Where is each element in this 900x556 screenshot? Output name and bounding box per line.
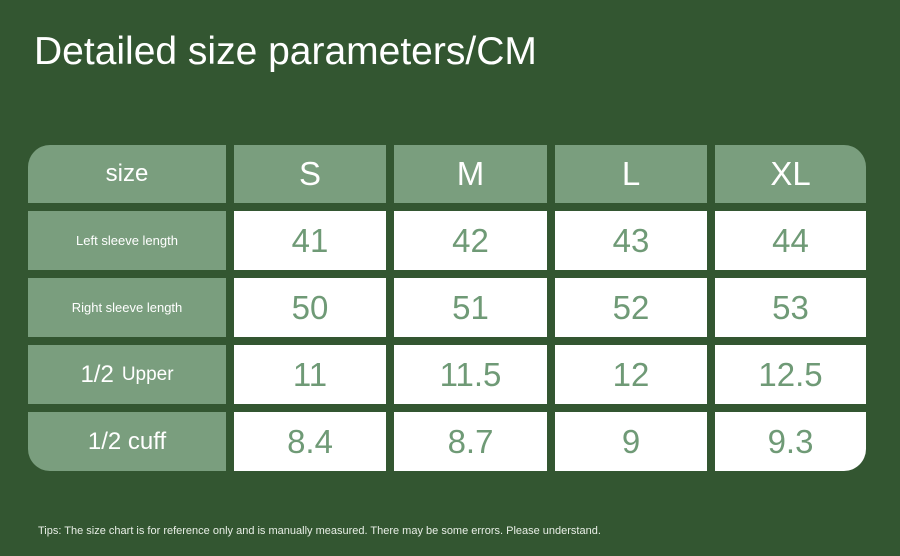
table-cell: 42 xyxy=(394,211,547,270)
table-cell: 11.5 xyxy=(394,345,547,404)
table-cell: 44 xyxy=(715,211,866,270)
header-size-s: S xyxy=(234,145,386,203)
table-cell: 53 xyxy=(715,278,866,337)
table-cell: 12.5 xyxy=(715,345,866,404)
table-cell: 12 xyxy=(555,345,707,404)
header-size-l: L xyxy=(555,145,707,203)
row-label-left-sleeve: Left sleeve length xyxy=(28,211,226,270)
table-cell: 8.4 xyxy=(234,412,386,471)
row-label-main: 1/2 xyxy=(80,360,114,388)
table-cell: 50 xyxy=(234,278,386,337)
table-cell: 11 xyxy=(234,345,386,404)
row-label-half-upper: 1/2 Upper xyxy=(28,345,226,404)
header-size-m: M xyxy=(394,145,547,203)
tips-note: Tips: The size chart is for reference on… xyxy=(38,525,601,537)
table-cell: 9.3 xyxy=(715,412,866,471)
page-title: Detailed size parameters/CM xyxy=(34,30,537,73)
row-label-right-sleeve: Right sleeve length xyxy=(28,278,226,337)
header-size-xl: XL xyxy=(715,145,866,203)
row-label-half-cuff: 1/2 cuff xyxy=(28,412,226,471)
table-cell: 41 xyxy=(234,211,386,270)
table-cell: 52 xyxy=(555,278,707,337)
table-cell: 9 xyxy=(555,412,707,471)
row-label-sub: Upper xyxy=(121,363,174,385)
size-table: size S M L XL Left sleeve length 41 42 4… xyxy=(28,145,866,471)
table-cell: 8.7 xyxy=(394,412,547,471)
table-cell: 51 xyxy=(394,278,547,337)
table-cell: 43 xyxy=(555,211,707,270)
header-corner: size xyxy=(28,145,226,203)
